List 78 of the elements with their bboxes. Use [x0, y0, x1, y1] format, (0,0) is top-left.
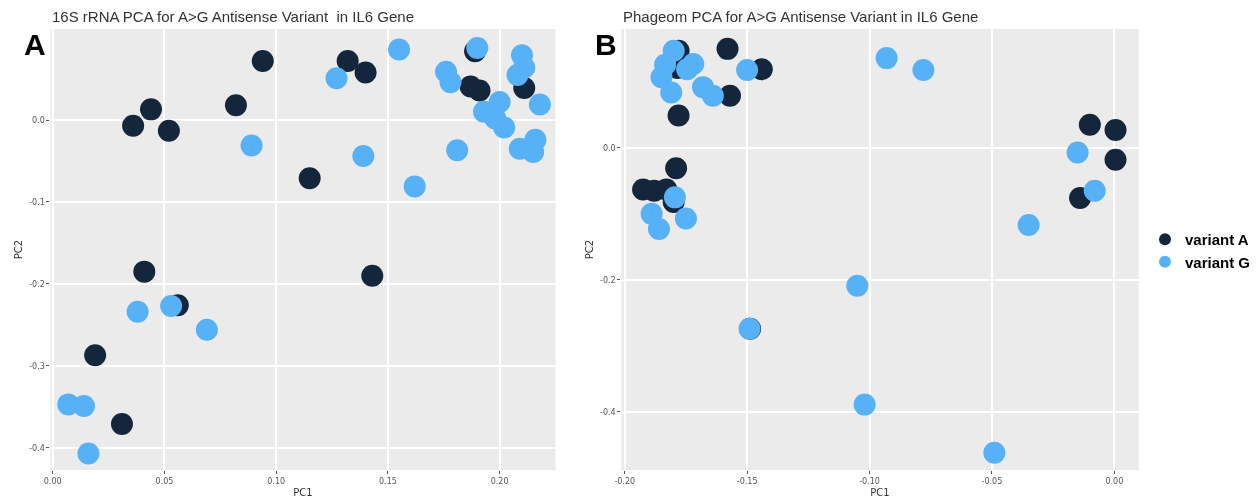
point	[1017, 214, 1040, 237]
point	[650, 66, 673, 89]
y-tick-label: -0.3	[29, 361, 45, 371]
point	[133, 260, 156, 283]
x-tick-label: 0.00	[43, 476, 62, 486]
point	[403, 175, 426, 198]
point	[336, 50, 359, 73]
point	[352, 145, 375, 168]
text: B	[595, 28, 617, 61]
point	[667, 104, 690, 127]
x-tick-label: 0.15	[379, 476, 397, 486]
y-tick-label: -0.4	[29, 443, 45, 453]
point	[325, 67, 348, 90]
point	[72, 395, 95, 418]
point	[1066, 141, 1089, 164]
point	[468, 79, 491, 102]
point	[736, 58, 759, 81]
point	[875, 47, 898, 70]
point	[77, 442, 100, 465]
point	[716, 37, 739, 60]
chart-title: Phageom PCA for A>G Antisense Variant in IL6 Gene	[623, 8, 979, 25]
point	[912, 58, 935, 81]
point	[251, 50, 274, 73]
y-axis-title: PC2	[13, 239, 25, 260]
x-axis-title: PC1	[293, 487, 313, 499]
point	[157, 119, 180, 142]
point	[361, 264, 384, 287]
point	[493, 116, 516, 139]
x-tick-label: -0.20	[614, 476, 636, 486]
point	[506, 63, 529, 86]
y-tick-label: -0.4	[600, 407, 616, 417]
y-tick-label: -0.1	[29, 197, 45, 207]
y-tick-label: 0.0	[602, 143, 616, 153]
y-axis-title: PC2	[584, 239, 596, 260]
point	[853, 393, 876, 416]
point	[528, 93, 551, 116]
point	[122, 114, 145, 137]
point	[665, 157, 688, 180]
point	[1083, 179, 1106, 202]
x-tick-label: 0.05	[155, 476, 174, 486]
legend-label: variant G	[1185, 253, 1251, 271]
point	[140, 98, 163, 121]
point	[660, 81, 683, 104]
text: A	[24, 28, 46, 61]
point	[674, 207, 697, 230]
x-tick-label: -0.05	[981, 476, 1003, 486]
x-tick-label: 0.10	[267, 476, 286, 486]
point	[446, 139, 469, 162]
point	[160, 295, 183, 318]
point	[439, 71, 462, 94]
point	[224, 94, 247, 117]
point	[983, 441, 1006, 464]
point	[388, 38, 411, 61]
point	[676, 58, 699, 81]
point	[846, 274, 869, 297]
x-axis-title: PC1	[870, 487, 890, 499]
point	[298, 167, 321, 190]
point	[84, 344, 107, 367]
point	[524, 128, 547, 151]
y-tick-label: -0.2	[29, 279, 45, 289]
point	[240, 134, 263, 157]
point	[1104, 148, 1127, 171]
point	[195, 318, 218, 341]
chart-title: 16S rRNA PCA for A>G Antisense Variant in IL6 Gene	[52, 8, 415, 25]
legend-label: variant A	[1185, 231, 1249, 249]
y-tick-label: -0.2	[600, 275, 616, 285]
x-tick-label: -0.10	[859, 476, 880, 486]
point	[110, 413, 133, 436]
point	[354, 61, 377, 84]
point	[126, 300, 149, 323]
point	[648, 218, 670, 241]
point	[1104, 119, 1127, 142]
x-tick-label: 0.00	[1105, 476, 1124, 486]
x-tick-label: -0.15	[736, 476, 758, 486]
y-tick-label: 0.0	[32, 115, 45, 125]
point	[1078, 113, 1101, 136]
x-tick-label: 0.20	[490, 476, 509, 486]
point	[701, 84, 724, 107]
